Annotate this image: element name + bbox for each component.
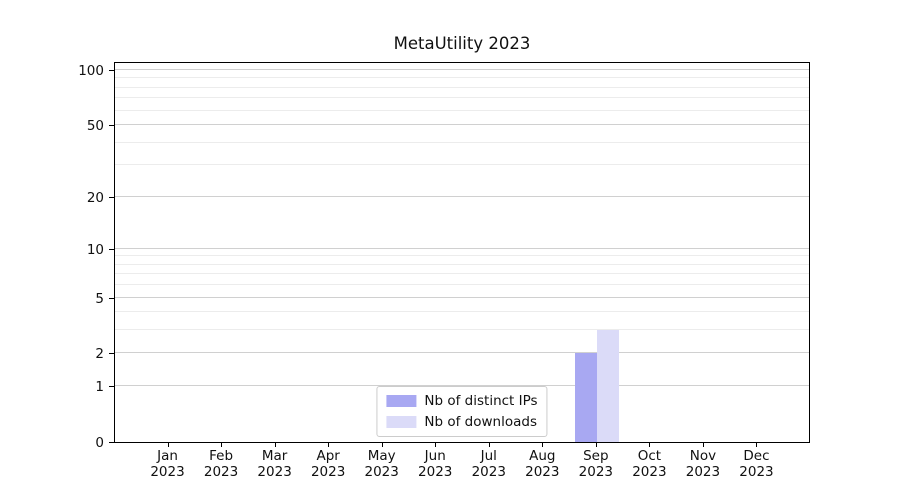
y-tick-label: 2 [95,346,104,363]
x-tick-label: Dec 2023 [724,448,788,480]
x-tick-mark [274,443,276,447]
x-tick-mark [328,443,330,447]
x-tick-mark [435,443,437,447]
x-tick-label: Apr 2023 [296,448,360,480]
x-tick-mark [702,443,704,447]
x-tick-month: Nov [689,448,717,464]
y-tick-label: 50 [86,118,104,135]
legend-label: Nb of downloads [424,414,537,430]
major-gridline [115,352,809,354]
x-tick-mark [649,443,651,447]
y-tick-label: 10 [86,241,104,258]
minor-gridline [115,109,809,111]
x-tick-month: May [367,448,396,464]
major-gridline [115,296,809,298]
x-tick-month: Feb [209,448,234,464]
legend-item: Nb of distinct IPs [386,393,538,409]
x-tick-year: 2023 [578,464,614,480]
x-tick-month: Apr [316,448,340,464]
x-tick-mark [595,443,597,447]
x-tick-month: Jul [480,448,497,464]
major-gridline [115,195,809,197]
x-tick-mark [381,443,383,447]
legend: Nb of distinct IPs Nb of downloads [376,386,548,437]
x-tick-year: 2023 [150,464,185,480]
x-tick-mark [167,443,169,447]
minor-gridline [115,263,809,265]
x-tick-mark [542,443,544,447]
bar-nb-of-downloads [596,330,619,442]
y-tick-label: 1 [95,379,104,396]
x-tick-label: May 2023 [350,448,414,480]
x-tick-month: Dec [743,448,770,464]
minor-gridline [115,77,809,79]
x-tick-month: Oct [637,448,662,464]
minor-gridline [115,86,809,88]
x-tick-year: 2023 [685,464,721,480]
x-tick-year: 2023 [257,464,292,480]
y-tick-label: 20 [86,189,104,206]
x-tick-mark [756,443,758,447]
y-tick-mark [109,248,114,250]
x-tick-month: Aug [529,448,556,464]
legend-item: Nb of downloads [386,414,537,430]
y-tick-label: 5 [95,290,104,307]
minor-gridline [115,255,809,257]
x-tick-label: Mar 2023 [243,448,307,480]
x-tick-label: Jan 2023 [136,448,200,480]
x-tick-year: 2023 [310,464,346,480]
x-tick-year: 2023 [632,464,667,480]
y-tick-mark [109,70,114,72]
x-tick-year: 2023 [418,464,453,480]
y-tick-mark [109,442,114,443]
chart-title: MetaUtility 2023 [393,34,531,53]
minor-gridline [115,311,809,313]
x-tick-year: 2023 [525,464,560,480]
minor-gridline [115,284,809,286]
y-tick-mark [109,125,114,127]
x-tick-label: Oct 2023 [617,448,681,480]
y-tick-mark [109,196,114,198]
minor-gridline [115,164,809,166]
minor-gridline [115,97,809,99]
x-tick-year: 2023 [364,464,399,480]
x-tick-year: 2023 [471,464,506,480]
x-tick-mark [488,443,490,447]
x-tick-label: Jun 2023 [403,448,467,480]
legend-swatch-icon [386,395,417,407]
major-gridline [115,385,809,387]
x-tick-month: Jun [424,448,446,464]
x-tick-year: 2023 [739,464,774,480]
major-gridline [115,124,809,126]
minor-gridline [115,273,809,275]
x-tick-month: Jan [157,448,178,464]
x-tick-month: Sep [583,448,609,464]
x-tick-label: Sep 2023 [564,448,628,480]
legend-swatch-icon [386,416,417,428]
major-gridline [115,247,809,249]
x-tick-label: Jul 2023 [457,448,521,480]
x-tick-label: Nov 2023 [671,448,735,480]
y-tick-mark [109,353,114,355]
x-tick-year: 2023 [203,464,239,480]
bar-nb-of-distinct-ips [574,353,597,442]
minor-gridline [115,141,809,143]
y-tick-mark [109,386,114,388]
legend-label: Nb of distinct IPs [424,393,538,409]
x-tick-mark [221,443,223,447]
y-tick-mark [109,297,114,299]
plot-area: Nb of distinct IPs Nb of downloads [114,62,810,443]
x-tick-label: Aug 2023 [510,448,574,480]
x-tick-label: Feb 2023 [189,448,253,480]
x-tick-month: Mar [261,448,288,464]
major-gridline [115,69,809,71]
minor-gridline [115,329,809,331]
y-tick-label: 0 [95,435,104,451]
y-tick-label: 100 [78,63,104,80]
